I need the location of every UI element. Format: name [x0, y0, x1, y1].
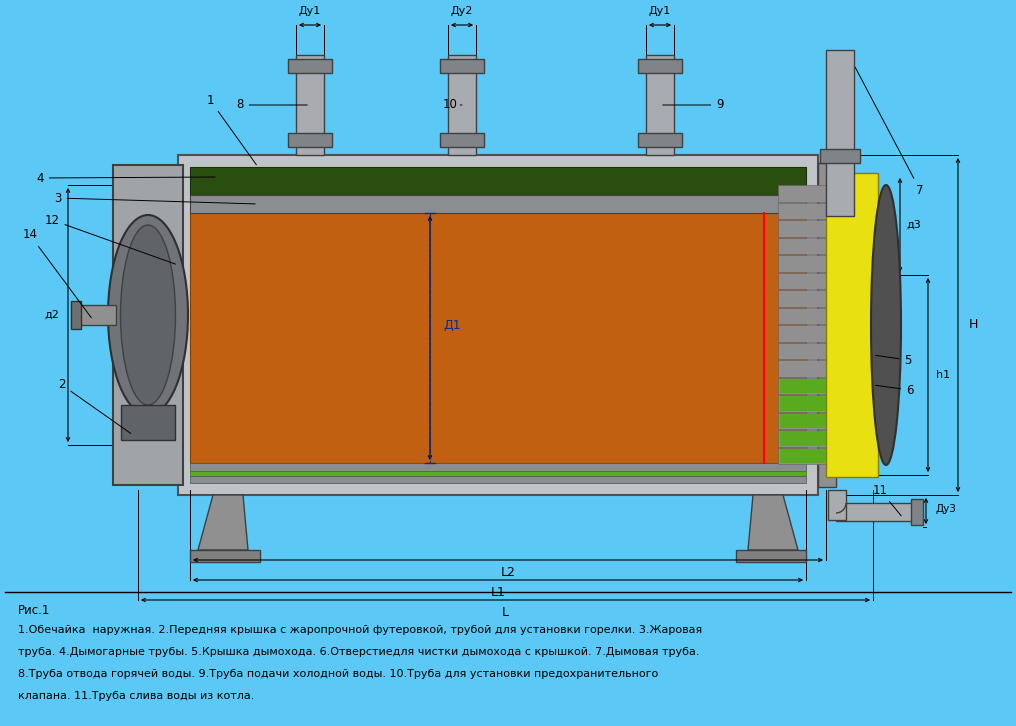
Bar: [190, 463, 806, 471]
Text: 5: 5: [876, 354, 911, 367]
Text: труба. 4.Дымогарные трубы. 5.Крышка дымохода. 6.Отверстиедля чистки дымохода с к: труба. 4.Дымогарные трубы. 5.Крышка дымо…: [18, 647, 699, 657]
Bar: [190, 471, 806, 476]
Text: 1: 1: [206, 94, 256, 165]
Bar: [778, 360, 828, 377]
Bar: [826, 50, 854, 216]
Bar: [190, 213, 806, 463]
Bar: [778, 308, 828, 324]
Text: L2: L2: [501, 566, 515, 579]
Text: 14: 14: [22, 229, 91, 318]
Bar: [646, 55, 674, 155]
Text: Рис.1: Рис.1: [18, 603, 51, 616]
Bar: [778, 220, 828, 237]
Text: 10: 10: [443, 99, 462, 112]
Bar: [778, 447, 828, 464]
Bar: [826, 173, 878, 477]
Ellipse shape: [108, 215, 188, 415]
Bar: [778, 412, 828, 429]
Bar: [190, 195, 806, 213]
Bar: [638, 59, 682, 73]
Bar: [638, 133, 682, 147]
Text: 8.Труба отвода горячей воды. 9.Труба подачи холодной воды. 10.Труба для установк: 8.Труба отвода горячей воды. 9.Труба под…: [18, 669, 658, 679]
Bar: [780, 378, 826, 393]
Bar: [778, 343, 828, 359]
Bar: [121, 405, 175, 440]
Bar: [113, 165, 183, 485]
Bar: [778, 430, 828, 446]
Bar: [440, 59, 484, 73]
Bar: [778, 185, 828, 202]
Bar: [190, 167, 806, 195]
Text: Ду3: Ду3: [936, 504, 956, 514]
Polygon shape: [198, 495, 248, 550]
Text: Ду1: Ду1: [299, 6, 321, 16]
Bar: [828, 490, 846, 520]
Text: Д1: Д1: [443, 319, 461, 332]
Bar: [190, 476, 806, 483]
Bar: [778, 290, 828, 306]
Text: 12: 12: [45, 213, 176, 264]
Text: 1.Обечайка  наружная. 2.Передняя крышка с жаропрочной футеровкой, трубой для уст: 1.Обечайка наружная. 2.Передняя крышка с…: [18, 625, 702, 635]
Bar: [190, 550, 260, 562]
Bar: [288, 59, 332, 73]
Bar: [778, 378, 828, 394]
Bar: [288, 133, 332, 147]
Text: 9: 9: [662, 99, 723, 112]
Text: 2: 2: [58, 378, 131, 433]
Text: 3: 3: [54, 192, 255, 205]
Text: д2: д2: [45, 310, 60, 320]
Bar: [778, 325, 828, 341]
Bar: [778, 395, 828, 412]
Bar: [780, 431, 826, 446]
Text: клапана. 11.Труба слива воды из котла.: клапана. 11.Труба слива воды из котла.: [18, 691, 254, 701]
Ellipse shape: [121, 225, 176, 405]
Ellipse shape: [871, 185, 901, 465]
Text: H: H: [968, 319, 977, 332]
Text: L1: L1: [491, 585, 505, 598]
Bar: [296, 55, 324, 155]
Bar: [778, 272, 828, 289]
Bar: [780, 449, 826, 463]
Polygon shape: [748, 495, 798, 550]
Text: 4: 4: [37, 171, 215, 184]
Bar: [178, 155, 818, 495]
Bar: [780, 396, 826, 410]
Bar: [911, 499, 923, 525]
Text: Ду1: Ду1: [649, 6, 672, 16]
Bar: [820, 149, 860, 163]
Bar: [836, 503, 916, 521]
Text: Ду2: Ду2: [451, 6, 473, 16]
Text: 11: 11: [873, 484, 901, 516]
Text: 6: 6: [876, 383, 913, 396]
Bar: [780, 414, 826, 428]
Bar: [71, 301, 81, 329]
Bar: [736, 550, 806, 562]
Bar: [448, 55, 477, 155]
Text: L: L: [502, 605, 508, 619]
Bar: [778, 237, 828, 254]
Bar: [778, 203, 828, 219]
Text: 7: 7: [855, 68, 924, 197]
Bar: [440, 133, 484, 147]
Bar: [818, 163, 836, 487]
Text: h1: h1: [936, 370, 950, 380]
Text: д3: д3: [906, 220, 922, 230]
Bar: [778, 255, 828, 272]
Text: 8: 8: [237, 99, 307, 112]
Bar: [78, 305, 116, 325]
